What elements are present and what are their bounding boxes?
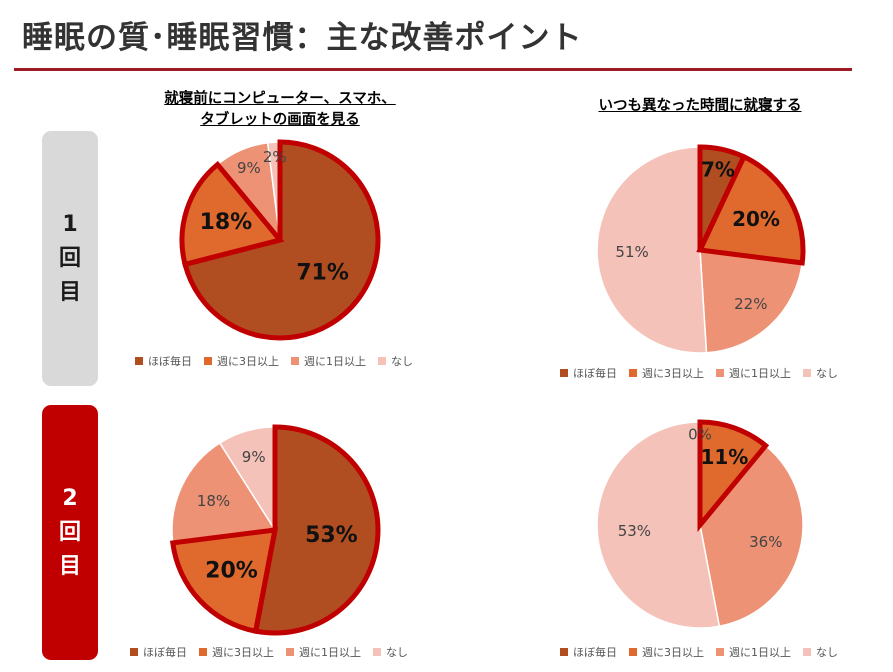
legend-item-3: 週に1日以上	[291, 353, 366, 369]
legend-label: 週に3日以上	[642, 646, 704, 659]
pie-data-label-1: 7%	[701, 158, 735, 182]
chart-title-irregular-bedtime: いつも異なった時間に就寝する	[598, 98, 802, 114]
legend-swatch	[716, 648, 724, 656]
chart-title-screen-use-line2: タブレットの画面を見る	[200, 112, 360, 128]
legend-item-3: 週に1日以上	[286, 644, 361, 660]
round-2-badge: 2 回 目	[42, 405, 98, 660]
legend-label: 週に3日以上	[212, 646, 274, 659]
pie-data-label-4: 2%	[263, 148, 287, 166]
legend-swatch	[560, 648, 568, 656]
round-2-number: 2	[62, 485, 78, 511]
legend-label: なし	[816, 367, 838, 380]
legend-label: ほぼ毎日	[573, 646, 617, 659]
legend-item-4: なし	[378, 353, 413, 369]
title-divider	[14, 68, 852, 71]
pie-data-label-4: 9%	[242, 448, 266, 466]
legend-item-2: 週に3日以上	[629, 644, 704, 660]
legend-swatch	[803, 648, 811, 656]
pie-slice-3	[699, 249, 804, 354]
legend-screen-use-round-1: ほぼ毎日 週に3日以上 週に1日以上 なし	[135, 353, 413, 369]
pie-data-label-2: 20%	[732, 207, 780, 231]
legend-item-4: なし	[373, 644, 408, 660]
legend-label: ほぼ毎日	[143, 646, 187, 659]
legend-swatch	[378, 357, 386, 365]
legend-irregular-bedtime-round-2: ほぼ毎日 週に3日以上 週に1日以上 なし	[560, 644, 838, 660]
legend-irregular-bedtime-round-1: ほぼ毎日 週に3日以上 週に1日以上 なし	[560, 365, 838, 381]
pie-data-label-3: 18%	[197, 492, 230, 510]
legend-label: 週に3日以上	[642, 367, 704, 380]
legend-label: なし	[816, 646, 838, 659]
legend-swatch	[560, 369, 568, 377]
legend-swatch	[204, 357, 212, 365]
pie-slice-4	[596, 146, 708, 354]
pie-data-label-3: 22%	[734, 295, 767, 313]
chart-title-screen-use: 就寝前にコンピューター、スマホ、 タブレットの画面を見る	[140, 89, 420, 131]
legend-item-4: なし	[803, 365, 838, 381]
round-1-badge: 1 回 目	[42, 131, 98, 386]
legend-swatch	[629, 648, 637, 656]
legend-label: なし	[386, 646, 408, 659]
legend-screen-use-round-2: ほぼ毎日 週に3日以上 週に1日以上 なし	[130, 644, 408, 660]
highlight-outline-slice-2	[179, 160, 285, 268]
highlight-outline-slice-1	[252, 424, 381, 636]
pie-data-label-2: 18%	[200, 210, 253, 235]
legend-swatch	[803, 369, 811, 377]
highlight-outline-slice-1	[182, 139, 381, 341]
highlight-outline-slice-2	[170, 527, 279, 635]
page-title: 睡眠の質･睡眠習慣：主な改善ポイント	[22, 20, 583, 56]
legend-item-3: 週に1日以上	[716, 365, 791, 381]
legend-item-1: ほぼ毎日	[130, 644, 187, 660]
legend-label: 週に1日以上	[304, 355, 366, 368]
pie-data-label-3: 9%	[237, 159, 261, 177]
pie-data-label-3: 36%	[749, 533, 782, 551]
pie-data-label-4: 51%	[615, 243, 648, 261]
legend-item-4: なし	[803, 644, 838, 660]
legend-label: なし	[391, 355, 413, 368]
legend-swatch	[291, 357, 299, 365]
legend-label: 週に1日以上	[729, 367, 791, 380]
legend-label: 週に1日以上	[299, 646, 361, 659]
legend-label: ほぼ毎日	[573, 367, 617, 380]
round-1-number: 1	[62, 211, 78, 237]
pie-data-label-1: 53%	[305, 523, 358, 548]
round-1-char-kai: 回	[58, 245, 81, 271]
round-2-char-kai: 回	[58, 519, 81, 545]
legend-item-1: ほぼ毎日	[560, 644, 617, 660]
pie-slice-3	[699, 444, 804, 628]
legend-item-2: 週に3日以上	[629, 365, 704, 381]
legend-swatch	[130, 648, 138, 656]
highlight-outline-slice-2	[697, 419, 770, 532]
pie-data-label-1: 71%	[296, 261, 349, 286]
pie-chart-irregular-bedtime-round-2: 0% 11% 36% 53%	[596, 419, 804, 629]
chart-title-screen-use-line1: 就寝前にコンピューター、スマホ、	[164, 91, 396, 107]
legend-item-2: 週に3日以上	[199, 644, 274, 660]
pie-chart-screen-use-round-2: 53% 20% 18% 9%	[170, 424, 381, 636]
legend-swatch	[199, 648, 207, 656]
legend-item-3: 週に1日以上	[716, 644, 791, 660]
pie-slice-4	[596, 421, 721, 629]
legend-swatch	[629, 369, 637, 377]
legend-label: 週に1日以上	[729, 646, 791, 659]
pie-chart-irregular-bedtime-round-1: 7% 20% 22% 51%	[596, 144, 806, 354]
legend-item-2: 週に3日以上	[204, 353, 279, 369]
legend-swatch	[135, 357, 143, 365]
highlight-outline-slice-2	[696, 153, 806, 266]
pie-data-label-2: 11%	[700, 445, 748, 469]
round-1-char-me: 目	[58, 279, 81, 305]
round-2-char-me: 目	[58, 553, 81, 579]
pie-data-label-4: 53%	[618, 522, 651, 540]
legend-label: ほぼ毎日	[148, 355, 192, 368]
pie-slice-3	[171, 441, 277, 544]
pie-data-label-1: 0%	[688, 425, 712, 443]
pie-chart-screen-use-round-1: 71% 18% 9%2%	[179, 139, 381, 341]
legend-item-1: ほぼ毎日	[135, 353, 192, 369]
legend-swatch	[716, 369, 724, 377]
legend-item-1: ほぼ毎日	[560, 365, 617, 381]
legend-label: 週に3日以上	[217, 355, 279, 368]
legend-swatch	[373, 648, 381, 656]
legend-swatch	[286, 648, 294, 656]
pie-data-label-2: 20%	[205, 558, 258, 583]
